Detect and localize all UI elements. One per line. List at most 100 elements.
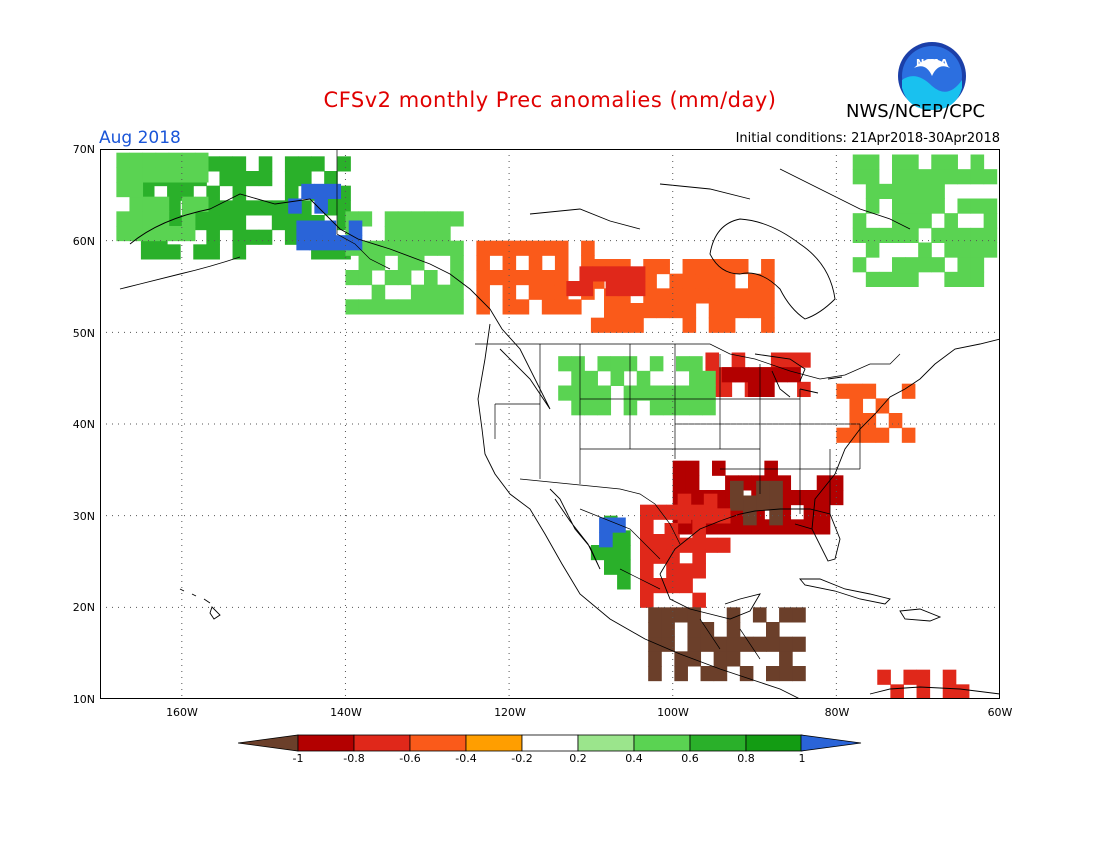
anomaly-cell: [756, 480, 770, 496]
anomaly-cell: [604, 317, 618, 333]
anomaly-cell: [437, 299, 451, 315]
anomaly-cell: [410, 240, 425, 256]
baja-coast: [549, 488, 601, 570]
anomaly-cell: [892, 271, 906, 287]
anomaly-cell: [206, 215, 220, 231]
anomaly-cell: [708, 317, 723, 333]
anomaly-cell: [424, 284, 438, 300]
anomaly-cell: [892, 169, 906, 185]
anomaly-cell: [756, 495, 770, 511]
anomaly-cell: [554, 270, 569, 286]
anomaly-cell: [764, 460, 778, 476]
anomaly-cell: [692, 504, 706, 520]
anomaly-cell: [669, 303, 684, 319]
anomaly-cell: [129, 211, 144, 227]
colorbar-swatch: [577, 734, 635, 752]
anomaly-cell: [630, 317, 644, 333]
anomaly-cell: [792, 636, 806, 652]
anomaly-cell: [592, 266, 607, 282]
anomaly-cell: [695, 273, 710, 289]
anomaly-cell: [610, 370, 625, 386]
anomaly-cell: [384, 211, 399, 227]
anomaly-cell: [955, 684, 970, 700]
anomaly-cell: [599, 532, 613, 548]
anomaly-cell: [194, 152, 209, 168]
anomaly-cell: [640, 534, 654, 550]
anomaly-cell: [774, 367, 788, 383]
anomaly-cell: [918, 169, 932, 185]
anomaly-cell: [168, 226, 183, 242]
anomaly-cell: [327, 183, 342, 199]
alaska-peninsula: [119, 256, 241, 290]
anomaly-cell: [437, 240, 451, 256]
anomaly-cell: [181, 152, 196, 168]
anomaly-cell: [792, 666, 806, 682]
anomaly-cell: [852, 213, 867, 229]
anomaly-cell: [116, 167, 130, 183]
anomaly-cell: [803, 519, 818, 535]
anomaly-cell: [206, 244, 220, 260]
anomaly-cell: [666, 578, 680, 594]
anomaly-cell: [829, 475, 844, 491]
anomaly-cell: [528, 255, 543, 271]
anomaly-cell: [656, 288, 670, 304]
anomaly-cell: [836, 427, 850, 443]
lat-label: 60N: [72, 235, 95, 248]
anomaly-cell: [748, 273, 762, 289]
anomaly-cell: [748, 367, 762, 383]
anomaly-cell: [116, 211, 130, 227]
colorbar-swatch: [745, 734, 803, 752]
anomaly-cell: [769, 510, 783, 526]
anomaly-cell: [892, 198, 906, 214]
anomaly-cell: [766, 636, 780, 652]
anomaly-cell: [721, 273, 736, 289]
anomaly-cell: [643, 273, 657, 289]
anomaly-cell: [397, 211, 412, 227]
anomaly-cell: [918, 242, 932, 258]
anomaly-cell: [284, 171, 299, 187]
chart-title: CFSv2 monthly Prec anomalies (mm/day): [323, 88, 777, 112]
anomaly-cell: [258, 229, 273, 245]
anomaly-cell: [666, 563, 680, 579]
anomaly-cell: [695, 288, 710, 304]
anomaly-cell: [597, 385, 612, 401]
anomaly-cell: [682, 259, 697, 275]
coastlines: [119, 168, 1001, 700]
anomaly-cell: [541, 270, 556, 286]
initial-conditions-label: Initial conditions: 21Apr2018-30Apr2018: [735, 131, 1000, 146]
anomaly-cell: [918, 257, 932, 273]
arctic-islands: [529, 168, 911, 230]
anomaly-cell: [692, 519, 706, 535]
anomaly-cell: [803, 490, 818, 506]
anomaly-cell: [748, 303, 762, 319]
colorbar-label: -0.2: [511, 752, 533, 765]
anomaly-cell: [944, 213, 958, 229]
anomaly-cell: [566, 281, 580, 297]
anomaly-cell: [734, 367, 749, 383]
hispaniola: [899, 608, 942, 622]
anomaly-cell: [219, 200, 234, 216]
anomaly-cell: [129, 182, 144, 198]
anomaly-cell: [816, 475, 831, 491]
anomaly-cell: [852, 169, 867, 185]
anomaly-cell: [284, 215, 299, 231]
anomaly-cell: [384, 226, 399, 242]
anomaly-cell: [167, 185, 181, 201]
anomaly-cell: [676, 356, 690, 372]
anomaly-cell: [700, 636, 715, 652]
anomaly-cell: [687, 636, 702, 652]
anomaly-cell: [502, 270, 517, 286]
anomaly-cell: [142, 196, 157, 212]
anomaly-cell: [944, 271, 958, 287]
anomaly-cell: [640, 578, 654, 594]
anomaly-cell: [957, 227, 972, 243]
anomaly-cell: [682, 303, 697, 319]
anomaly-cell: [116, 182, 130, 198]
anomaly-cell: [905, 198, 919, 214]
anomaly-cell: [424, 240, 438, 256]
anomaly-cell: [232, 185, 247, 201]
anomaly-cell: [797, 352, 811, 368]
anomaly-cell: [371, 284, 386, 300]
anomaly-cell: [636, 385, 651, 401]
anomaly-cell: [666, 548, 680, 564]
